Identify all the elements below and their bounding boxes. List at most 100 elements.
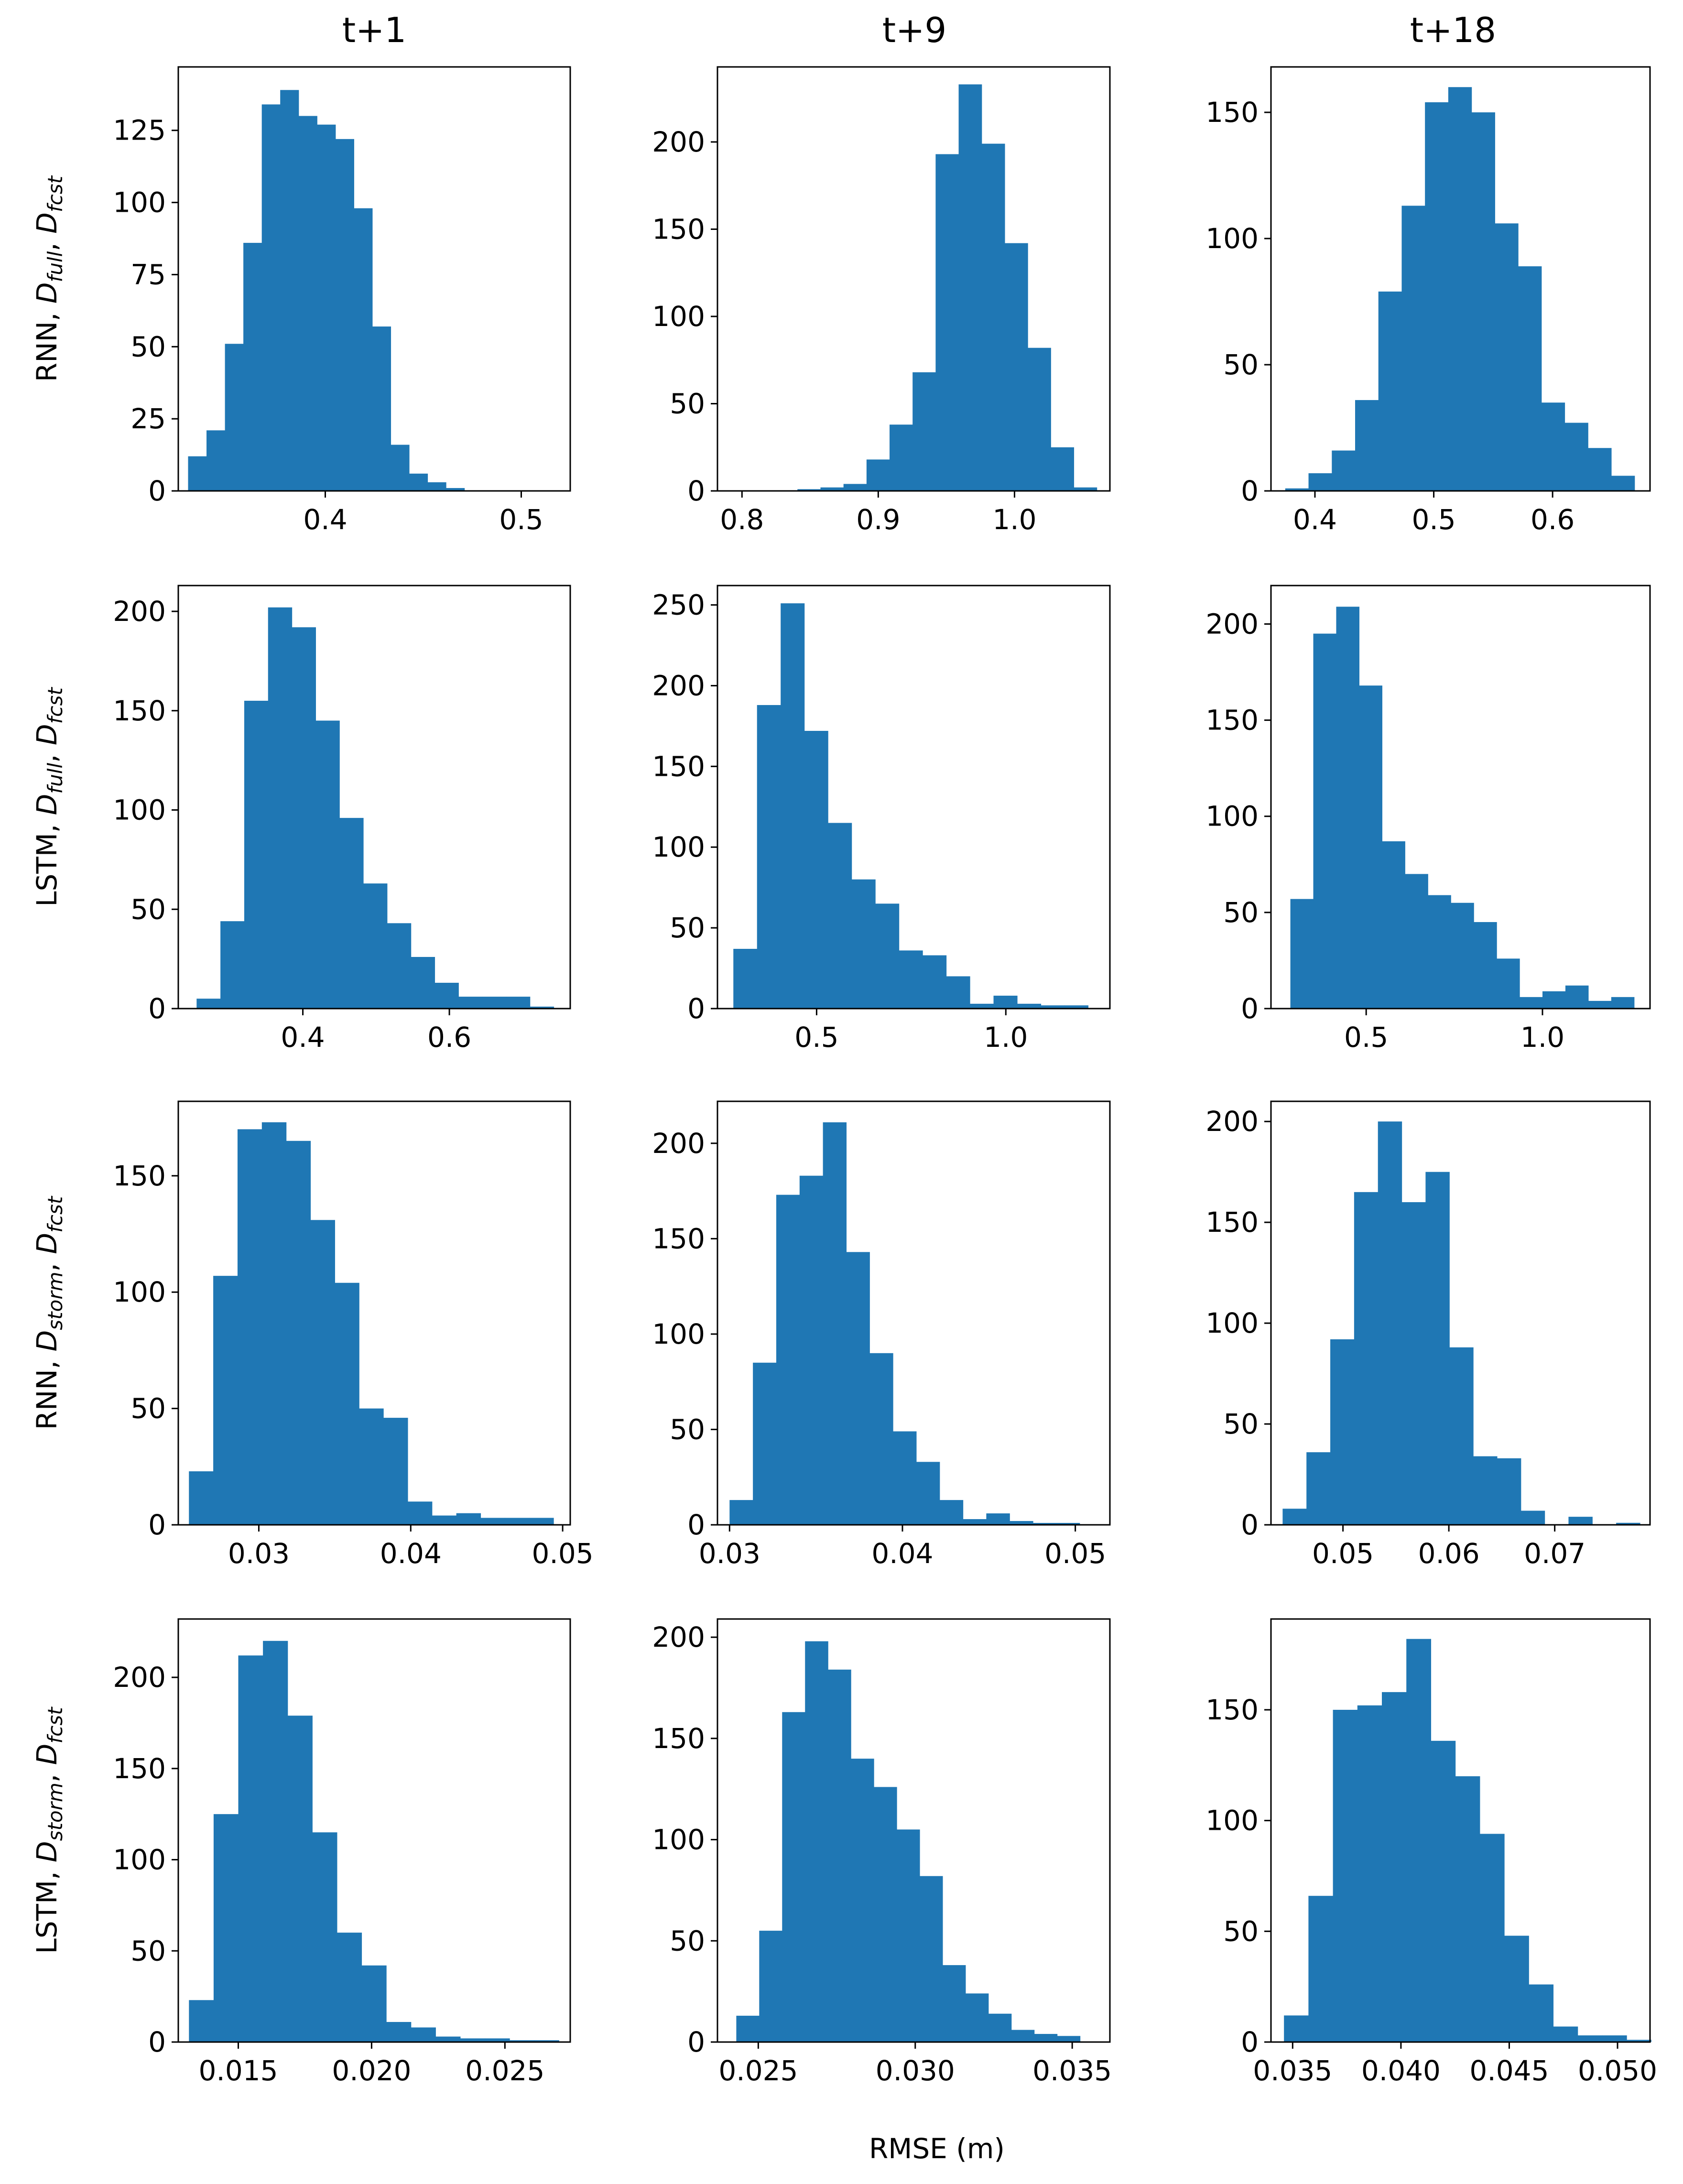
histogram-bar (981, 143, 1005, 491)
y-tick-label: 100 (1205, 222, 1259, 255)
histogram-bar (1588, 1000, 1612, 1009)
histogram-bar (1041, 1005, 1065, 1009)
histogram-panel-r3-c0: 0 50 100 150 200 0.015 0.020 0.025 (113, 1618, 571, 2087)
histogram-bar (237, 1129, 262, 1525)
x-tick-label: 0.04 (871, 1537, 933, 1570)
y-tick-label: 100 (113, 1276, 166, 1308)
histogram-bar (1504, 1935, 1529, 2042)
histogram-bar (1449, 1347, 1474, 1525)
histogram-panel-r3-c1: 0 50 100 150 200 0.025 0.030 0.035 (652, 1618, 1112, 2087)
histogram-bar (963, 1519, 987, 1525)
y-tick-label: 150 (1205, 1206, 1259, 1239)
histogram-bar (804, 731, 828, 1009)
histogram-bar (1308, 1896, 1334, 2042)
histogram-panel-r2-c2: 0 50 100 150 200 0.05 0.06 0.07 (1205, 1100, 1651, 1570)
y-tick-label: 200 (652, 1621, 705, 1653)
histogram-bar (1611, 476, 1635, 491)
y-tick-label: 100 (113, 1844, 166, 1876)
histogram-bar (359, 1408, 384, 1525)
x-tick-label: 0.8 (720, 503, 764, 536)
histogram-bar (391, 445, 410, 491)
y-tick-label: 0 (687, 992, 705, 1025)
y-tick-label: 200 (652, 126, 705, 158)
histogram-bar (757, 705, 781, 1009)
histogram-bar (485, 2038, 510, 2042)
histogram-bar (828, 823, 852, 1009)
histogram-bar (339, 818, 364, 1009)
y-tick-label: 125 (113, 114, 166, 147)
histogram-bar (736, 2015, 760, 2042)
x-tick-label: 0.035 (1253, 2054, 1332, 2087)
y-tick-label: 150 (652, 213, 705, 245)
axes-frame (717, 66, 1111, 492)
histogram-bar (435, 2036, 461, 2042)
histogram-bar (407, 1501, 433, 1525)
histogram-bar (317, 124, 336, 491)
histogram-bar (1611, 997, 1635, 1009)
histogram-panel-r1-c0: 0 50 100 150 200 0.4 0.6 (113, 585, 571, 1054)
histogram-bar (899, 950, 923, 1009)
histogram-bar (363, 883, 388, 1009)
x-tick-label: 0.030 (876, 2054, 955, 2087)
histogram-bar (1497, 958, 1520, 1009)
histogram-bar (988, 2013, 1012, 2042)
column-title-t9: t+9 (882, 10, 946, 50)
y-tick-label: 150 (1205, 96, 1259, 129)
histogram-bar (287, 1716, 313, 2042)
histogram-bar (1451, 902, 1474, 1009)
y-tick-label: 0 (1241, 1509, 1259, 1541)
histogram-bar (759, 1931, 782, 2042)
histogram-bar (383, 1418, 408, 1525)
y-tick-label: 50 (1223, 348, 1259, 381)
histogram-bar (1382, 1692, 1407, 2042)
axes-frame (717, 585, 1111, 1010)
histogram-bar (939, 1500, 964, 1525)
histogram-bar (529, 1518, 554, 1525)
histogram-bar (261, 104, 281, 491)
histogram-bar (1553, 2026, 1578, 2042)
histogram-bar (480, 1518, 505, 1525)
histogram-bar (315, 720, 340, 1009)
x-tick-label: 0.040 (1361, 2054, 1441, 2087)
y-tick-label: 100 (1205, 800, 1259, 833)
histogram-bar (261, 1122, 287, 1525)
histogram-bar (1428, 895, 1451, 1009)
histogram-bar (1616, 1522, 1640, 1525)
histogram-bar (851, 879, 876, 1009)
histogram-panel-r0-c0: 0 25 50 75 100 125 0.4 0.5 (113, 66, 571, 536)
y-tick-label: 50 (670, 912, 705, 944)
axes-frame (1270, 1100, 1651, 1526)
histogram-bar (1448, 87, 1472, 491)
axes-frame (717, 1100, 1111, 1526)
x-tick-label: 0.025 (718, 2054, 798, 2087)
column-title-t18: t+18 (1410, 10, 1496, 50)
histogram-bar (1471, 112, 1495, 491)
histogram-bar (993, 995, 1018, 1009)
histogram-bar (874, 1787, 897, 2042)
histogram-bar (935, 154, 959, 491)
row-labels: RNN, Dfull, Dfcst LSTM, Dfull, Dfcst RNN, … (31, 175, 67, 1954)
histogram-bar (851, 1759, 874, 2042)
y-tick-label: 150 (652, 1722, 705, 1755)
histogram-bar (1330, 1339, 1355, 1525)
x-tick-label: 0.03 (228, 1537, 290, 1570)
histogram-bar (970, 1003, 994, 1009)
axes-frame (177, 1618, 571, 2043)
histogram-bar (482, 997, 507, 1009)
y-tick-label: 150 (1205, 1694, 1259, 1726)
y-tick-label: 50 (1223, 1408, 1259, 1440)
y-tick-label: 50 (130, 893, 166, 925)
histogram-bar (310, 1220, 335, 1525)
histogram-bar (1306, 1452, 1331, 1525)
y-tick-label: 0 (148, 1509, 166, 1541)
histogram-bar (1474, 922, 1497, 1009)
histogram-panel-r3-c2: 0 50 100 150 0.035 0.040 0.045 0.050 (1205, 1618, 1657, 2087)
histogram-bar (372, 326, 391, 491)
histogram-bar (427, 482, 446, 491)
y-tick-label: 0 (687, 475, 705, 507)
x-tick-label: 0.04 (380, 1537, 442, 1570)
y-tick-label: 100 (652, 300, 705, 333)
y-tick-label: 200 (1205, 1105, 1259, 1138)
axes-frame (1270, 1618, 1651, 2043)
histogram-bar (1051, 447, 1075, 491)
